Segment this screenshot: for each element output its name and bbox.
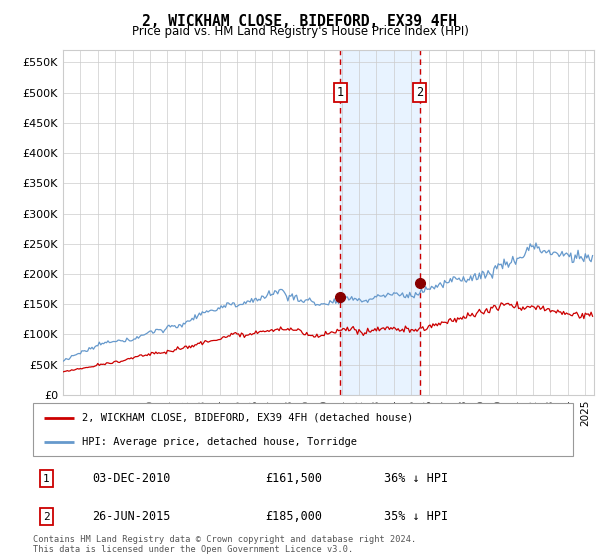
Text: Contains HM Land Registry data © Crown copyright and database right 2024.
This d: Contains HM Land Registry data © Crown c… — [33, 535, 416, 554]
Text: 1: 1 — [43, 474, 50, 484]
Text: 2: 2 — [416, 86, 423, 99]
Text: 26-JUN-2015: 26-JUN-2015 — [92, 510, 171, 523]
Text: Price paid vs. HM Land Registry's House Price Index (HPI): Price paid vs. HM Land Registry's House … — [131, 25, 469, 38]
Text: £161,500: £161,500 — [265, 472, 322, 486]
FancyBboxPatch shape — [33, 403, 573, 456]
Text: 2, WICKHAM CLOSE, BIDEFORD, EX39 4FH: 2, WICKHAM CLOSE, BIDEFORD, EX39 4FH — [143, 14, 458, 29]
Text: 2: 2 — [43, 512, 50, 521]
Text: 36% ↓ HPI: 36% ↓ HPI — [384, 472, 448, 486]
Text: 2, WICKHAM CLOSE, BIDEFORD, EX39 4FH (detached house): 2, WICKHAM CLOSE, BIDEFORD, EX39 4FH (de… — [82, 413, 413, 423]
Text: 1: 1 — [337, 86, 344, 99]
Text: 35% ↓ HPI: 35% ↓ HPI — [384, 510, 448, 523]
Text: 03-DEC-2010: 03-DEC-2010 — [92, 472, 171, 486]
Text: HPI: Average price, detached house, Torridge: HPI: Average price, detached house, Torr… — [82, 437, 356, 447]
Text: £185,000: £185,000 — [265, 510, 322, 523]
Bar — [340, 50, 420, 395]
